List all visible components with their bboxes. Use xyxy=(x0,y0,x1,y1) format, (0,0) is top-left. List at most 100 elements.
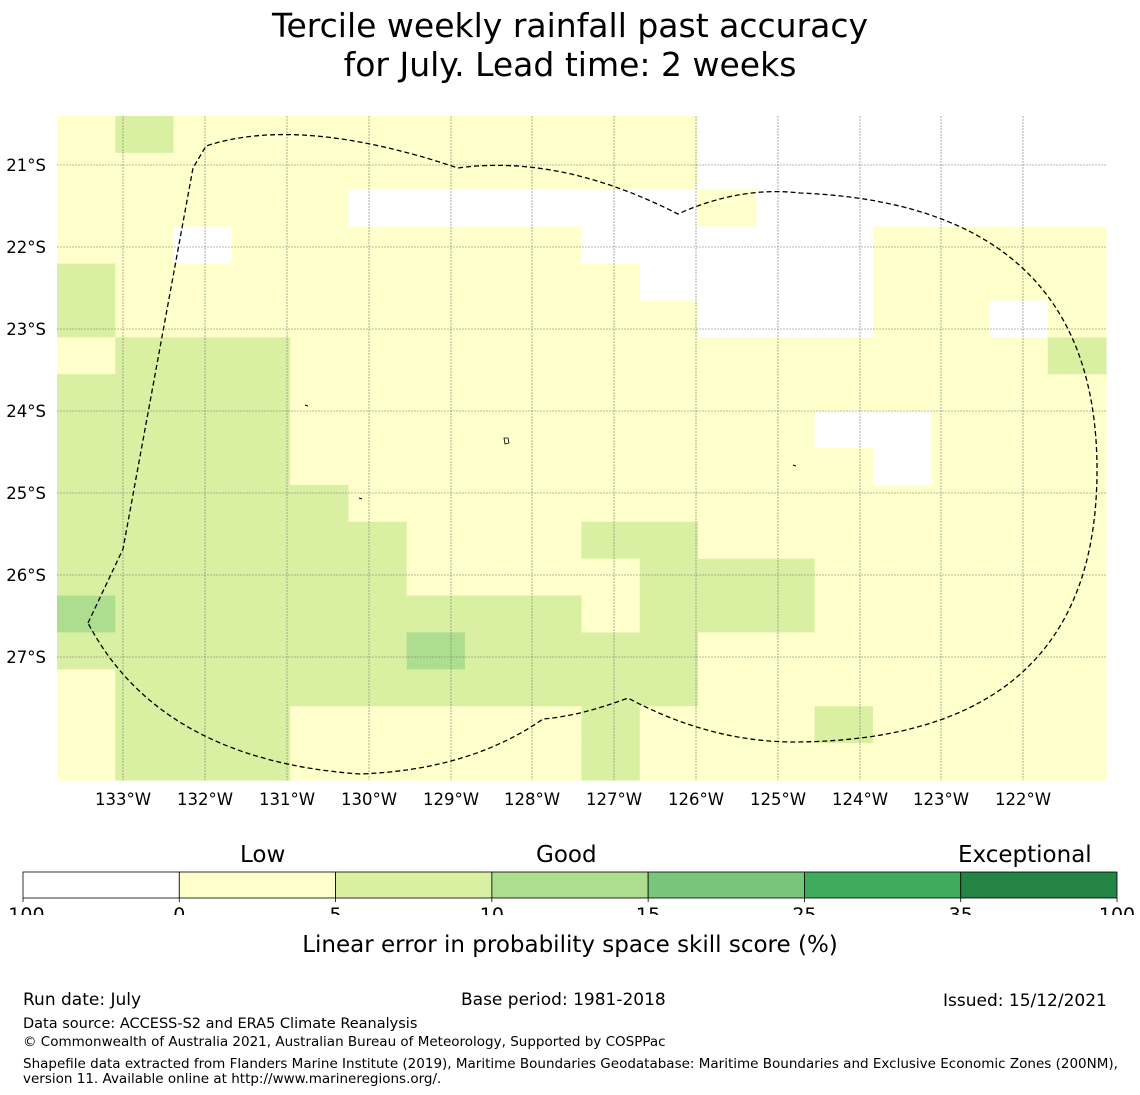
skill-cell xyxy=(523,521,583,560)
skill-cell xyxy=(1047,337,1107,375)
skill-cell xyxy=(290,484,349,523)
skill-grid xyxy=(57,116,1107,781)
skill-cell xyxy=(756,411,816,449)
skill-cell xyxy=(872,300,932,338)
skill-cell xyxy=(348,743,408,781)
island-marker xyxy=(358,497,363,500)
skill-cell xyxy=(872,743,932,781)
skill-cell xyxy=(639,226,699,265)
skill-cell xyxy=(931,263,991,302)
map-gridlines xyxy=(57,116,1106,780)
colorbar-label: Linear error in probability space skill … xyxy=(302,932,838,958)
skill-cell xyxy=(1047,189,1107,228)
skill-cell xyxy=(989,484,1049,523)
skill-cell xyxy=(348,116,408,154)
skill-cell xyxy=(581,669,641,707)
skill-cell xyxy=(348,374,408,412)
skill-cell xyxy=(581,337,641,375)
colorbar-ticks: -100 0 5 10 15 25 35 100 xyxy=(1,898,1135,915)
skill-cell xyxy=(639,448,699,486)
lon-tick-label: 122°W xyxy=(995,790,1051,809)
map-title: Tercile weekly rainfall past accuracy fo… xyxy=(0,6,1140,84)
skill-cell xyxy=(639,411,699,449)
colorbar-tick-label: 0 xyxy=(173,904,185,915)
skill-cell xyxy=(639,484,699,523)
skill-cell xyxy=(231,374,291,412)
eez-boundary xyxy=(87,133,1098,775)
skill-cell xyxy=(756,300,816,338)
skill-cell xyxy=(639,152,699,191)
skill-cell xyxy=(348,226,408,265)
skill-cell xyxy=(814,521,874,560)
skill-cell xyxy=(57,743,116,781)
skill-cell xyxy=(581,743,641,781)
skill-cell xyxy=(290,152,349,191)
shapefile-credit: Shapefile data extracted from Flanders M… xyxy=(23,1056,1118,1087)
longitude-labels: 133°W 132°W 131°W 130°W 129°W 128°W 127°W 126°W… xyxy=(95,790,1051,809)
skill-cell xyxy=(931,189,991,228)
skill-cell xyxy=(406,706,466,744)
skill-cell xyxy=(931,558,991,597)
lat-tick-label: 25°S xyxy=(6,484,46,503)
skill-cell xyxy=(406,116,466,154)
skill-cell xyxy=(639,263,699,302)
skill-cell xyxy=(464,595,524,634)
skill-map: 133°W 132°W 131°W 130°W 129°W 128°W 127°W 126°W… xyxy=(6,116,1107,809)
skill-cell xyxy=(523,484,583,523)
skill-cell xyxy=(115,152,175,191)
skill-cell xyxy=(1047,116,1107,154)
skill-cell xyxy=(57,448,116,486)
skill-cell xyxy=(115,374,175,412)
colorbar-swatch xyxy=(647,871,805,899)
lon-tick-label: 129°W xyxy=(423,790,479,809)
skill-cell xyxy=(1047,411,1107,449)
skill-cell xyxy=(231,595,291,634)
colorbar-swatch xyxy=(178,871,336,899)
skill-cell xyxy=(756,226,816,265)
colorbar-tick-label: 15 xyxy=(636,904,660,915)
skill-cell xyxy=(348,558,408,597)
skill-cell xyxy=(523,448,583,486)
skill-cell xyxy=(581,226,641,265)
skill-cell xyxy=(639,116,699,154)
skill-cell xyxy=(348,595,408,634)
skill-cell xyxy=(581,484,641,523)
skill-cell xyxy=(173,374,233,412)
skill-cell xyxy=(931,595,991,634)
skill-cell xyxy=(464,189,524,228)
skill-cell xyxy=(173,484,233,523)
skill-cell xyxy=(872,263,932,302)
skill-cell xyxy=(348,263,408,302)
colorbar-category-low: Low xyxy=(240,842,286,868)
skill-cell xyxy=(231,743,291,781)
skill-cell xyxy=(173,300,233,338)
skill-cell xyxy=(639,558,699,597)
skill-cell xyxy=(756,189,816,228)
skill-cell xyxy=(115,116,175,154)
skill-cell xyxy=(814,448,874,486)
lat-tick-label: 24°S xyxy=(6,402,46,421)
data-source: Data source: ACCESS-S2 and ERA5 Climate … xyxy=(23,1016,418,1032)
colorbar-swatch xyxy=(960,871,1118,899)
colorbar-category-good: Good xyxy=(536,842,597,868)
skill-cell xyxy=(523,632,583,670)
skill-cell xyxy=(290,411,349,449)
skill-cell xyxy=(523,226,583,265)
skill-cell xyxy=(872,484,932,523)
skill-cell xyxy=(814,374,874,412)
map-title-line1: Tercile weekly rainfall past accuracy xyxy=(271,6,869,45)
skill-cell xyxy=(698,484,757,523)
skill-cell xyxy=(989,189,1049,228)
skill-cell xyxy=(406,374,466,412)
skill-cell xyxy=(173,263,233,302)
latitude-labels: 21°S 22°S 23°S 24°S 25°S 26°S 27°S xyxy=(6,156,46,667)
skill-cell xyxy=(872,521,932,560)
skill-cell xyxy=(989,743,1049,781)
skill-cell xyxy=(115,632,175,670)
issued-date: Issued: 15/12/2021 xyxy=(943,991,1107,1011)
skill-cell xyxy=(115,706,175,744)
skill-cell xyxy=(57,116,116,154)
skill-cell xyxy=(173,521,233,560)
skill-cell xyxy=(348,152,408,191)
skill-cell xyxy=(290,448,349,486)
